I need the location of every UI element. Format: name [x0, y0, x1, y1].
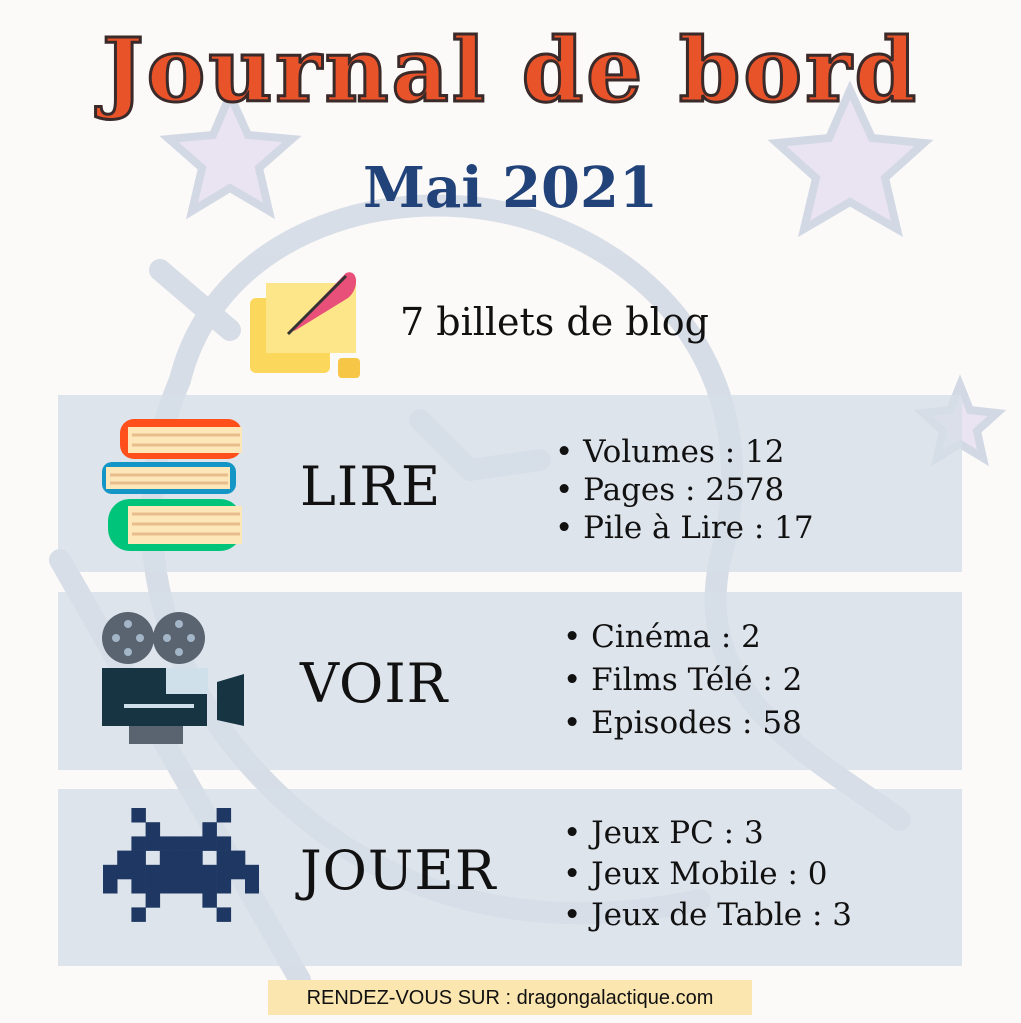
section-jouer: JOUER Jeux PC : 3 Jeux Mobile : 0 Jeux d… — [58, 789, 962, 966]
stat-item: Pile à Lire : 17 — [555, 509, 814, 547]
space-invader-icon — [103, 808, 259, 922]
film-camera-icon — [102, 612, 244, 744]
stat-item: Jeux Mobile : 0 — [563, 854, 852, 895]
stat-item: Volumes : 12 — [555, 433, 814, 471]
stat-item: Pages : 2578 — [555, 471, 814, 509]
stat-item: Jeux PC : 3 — [563, 813, 852, 854]
blog-post-count: 7 billets de blog — [400, 300, 709, 344]
stat-item: Jeux de Table : 3 — [563, 895, 852, 936]
section-label: VOIR — [300, 652, 449, 715]
scroll-quill-icon — [250, 272, 360, 378]
stat-item: Cinéma : 2 — [563, 616, 802, 659]
stats-list: Volumes : 12 Pages : 2578 Pile à Lire : … — [555, 433, 814, 547]
section-label: JOUER — [300, 839, 497, 902]
stat-item: Episodes : 58 — [563, 702, 802, 745]
website-footer[interactable]: RENDEZ-VOUS SUR : dragongalactique.com — [268, 980, 752, 1015]
stat-item: Films Télé : 2 — [563, 659, 802, 702]
section-lire: LIRE Volumes : 12 Pages : 2578 Pile à Li… — [58, 395, 962, 572]
page-title: Journal de bord — [100, 17, 920, 124]
section-label: LIRE — [300, 455, 442, 518]
stats-list: Jeux PC : 3 Jeux Mobile : 0 Jeux de Tabl… — [563, 813, 852, 936]
section-voir: VOIR Cinéma : 2 Films Télé : 2 Episodes … — [58, 592, 962, 770]
books-icon — [102, 419, 242, 551]
month-subtitle: Mai 2021 — [363, 155, 658, 221]
stats-list: Cinéma : 2 Films Télé : 2 Episodes : 58 — [563, 616, 802, 745]
